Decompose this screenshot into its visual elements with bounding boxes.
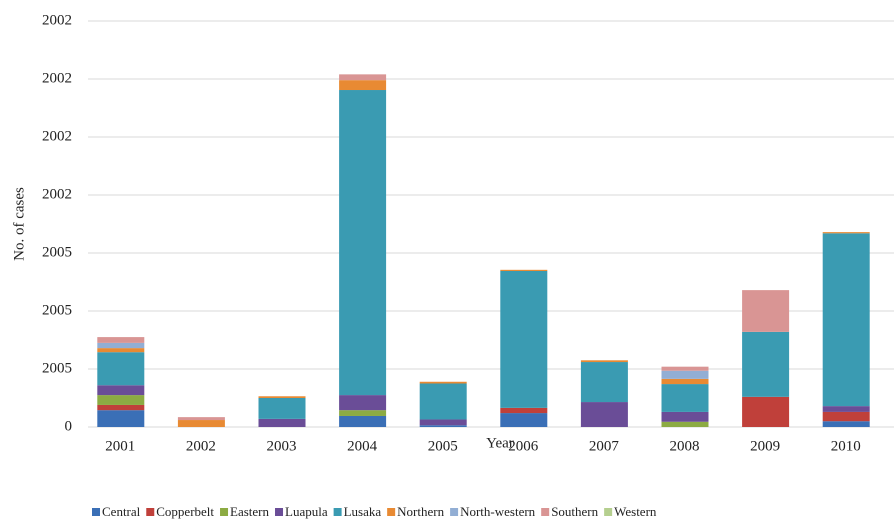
y-tick-label: 2005 — [42, 244, 72, 260]
y-tick-label: 2005 — [42, 360, 72, 376]
bar-segment — [339, 415, 387, 427]
bar-segment — [822, 411, 870, 422]
bar-segment — [339, 395, 387, 411]
legend-swatch — [275, 508, 284, 516]
x-tick-label: 2002 — [186, 438, 216, 454]
bar-segment — [661, 411, 709, 422]
bar-segment — [177, 417, 225, 421]
legend-swatch — [541, 508, 550, 516]
bar-segment — [822, 421, 870, 427]
y-tick-label: 2002 — [42, 70, 72, 86]
legend-label: Central — [102, 504, 141, 519]
bar-segment — [97, 410, 145, 427]
legend-swatch — [333, 508, 342, 516]
bar-segment — [177, 420, 225, 427]
y-tick-label: 2002 — [42, 186, 72, 202]
legend-label: Southern — [551, 504, 598, 519]
bar-segment — [419, 419, 467, 426]
bar-segment — [500, 270, 548, 408]
y-tick-label: 2005 — [42, 302, 72, 318]
x-tick-label: 2006 — [508, 438, 539, 454]
y-tick-label: 0 — [65, 418, 73, 434]
bar-segment — [661, 384, 709, 412]
x-tick-label: 2007 — [589, 438, 620, 454]
bar-segment — [742, 396, 790, 427]
bar-segment — [97, 348, 145, 353]
bar-segment — [580, 402, 628, 427]
bar-segment — [258, 398, 306, 419]
bar-segment — [742, 331, 790, 397]
bar-segment — [661, 378, 709, 385]
bar-segment — [97, 385, 145, 396]
bar-segment — [661, 421, 709, 427]
x-tick-label: 2001 — [105, 438, 135, 454]
bar-segment — [419, 425, 467, 427]
legend-label: North-western — [460, 504, 536, 519]
bar-segment — [419, 383, 467, 420]
y-axis-title: No. of cases — [11, 187, 27, 261]
bar-segment — [500, 413, 548, 427]
bar-segment — [258, 418, 306, 427]
bar-segment — [822, 406, 870, 412]
bar-segment — [822, 232, 870, 234]
bar-segment — [500, 407, 548, 414]
legend-label: Western — [614, 504, 657, 519]
bar-segment — [97, 337, 145, 343]
y-tick-label: 2002 — [42, 12, 72, 28]
bar-segment — [339, 410, 387, 416]
bar-segment — [419, 381, 467, 384]
bar-segment — [258, 396, 306, 398]
bar-segment — [339, 90, 387, 396]
y-tick-label: 2002 — [42, 128, 72, 144]
x-tick-label: 2009 — [750, 438, 780, 454]
legend-label: Copperbelt — [156, 504, 214, 519]
x-tick-label: 2004 — [347, 438, 378, 454]
bar-segment — [97, 395, 145, 405]
legend-label: Luapula — [285, 504, 328, 519]
legend-swatch — [604, 508, 613, 516]
legend-swatch — [450, 508, 459, 516]
bar-segment — [339, 74, 387, 81]
legend-label: Lusaka — [344, 504, 382, 519]
bar-segment — [742, 290, 790, 332]
legend-swatch — [146, 508, 155, 516]
bar-segment — [580, 362, 628, 403]
legend-label: Eastern — [230, 504, 269, 519]
bar-segment — [822, 233, 870, 407]
bar-segment — [661, 366, 709, 371]
legend-swatch — [220, 508, 229, 516]
x-axis-title: Year — [486, 435, 514, 451]
legend-label: Northern — [397, 504, 444, 519]
bar-segment — [97, 342, 145, 349]
bar-segment — [580, 360, 628, 363]
x-tick-label: 2003 — [267, 438, 297, 454]
x-tick-label: 2010 — [831, 438, 861, 454]
bar-segment — [500, 269, 548, 271]
bar-segment — [97, 404, 145, 411]
bar-segment — [97, 352, 145, 386]
x-tick-label: 2008 — [670, 438, 700, 454]
bar-segment — [339, 80, 387, 91]
bar-segment — [661, 370, 709, 379]
legend-swatch — [387, 508, 396, 516]
x-tick-label: 2005 — [428, 438, 458, 454]
legend-swatch — [92, 508, 100, 516]
